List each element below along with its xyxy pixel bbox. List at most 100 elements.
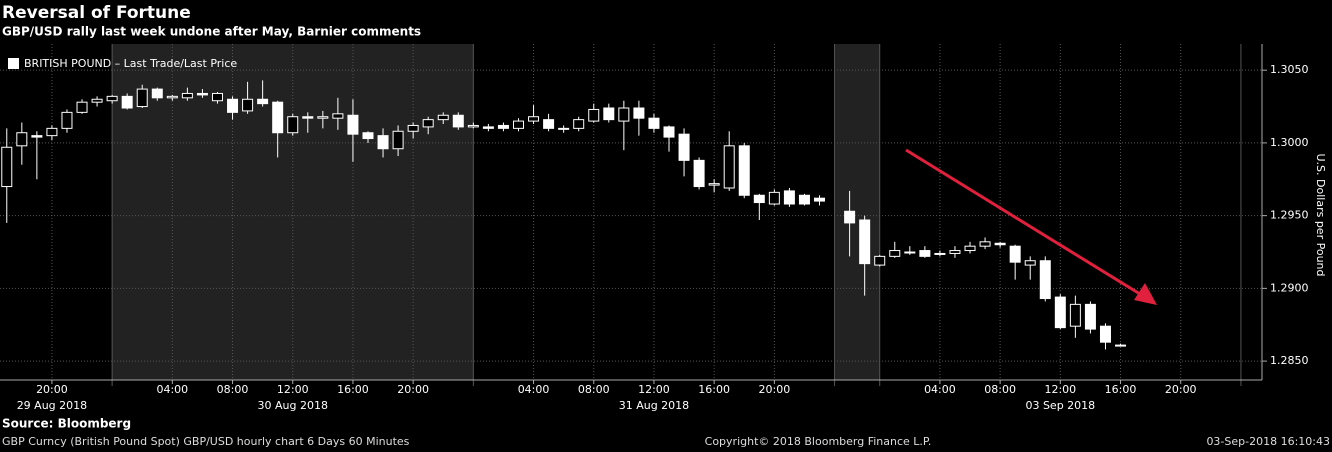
day-shade: [834, 44, 880, 380]
legend-label: BRITISH POUND – Last Trade/Last Price: [24, 57, 237, 70]
x-tick-label: 04:00: [156, 383, 188, 396]
candle-body: [558, 127, 570, 130]
candle-body: [633, 107, 645, 119]
x-tick-label: 20:00: [36, 383, 68, 396]
candle-body: [964, 245, 976, 252]
candle-body: [287, 116, 299, 134]
date-label: 30 Aug 2018: [258, 399, 328, 412]
candle-body: [497, 124, 509, 129]
candle-body: [588, 108, 600, 122]
candle-body: [798, 194, 810, 205]
x-tick-label: 12:00: [277, 383, 309, 396]
candle-body: [814, 197, 826, 202]
axes: 1.2850 1.2900 1.2950 1.3000 1.3050 20:00 04:00…: [0, 44, 1309, 412]
candle-body: [302, 116, 314, 119]
candle-body: [859, 219, 871, 265]
source: Source: Bloomberg: [2, 417, 131, 431]
candle-body: [934, 252, 946, 255]
footer-right: 03-Sep-2018 16:10:43: [1206, 435, 1330, 448]
x-tick-label: 12:00: [1044, 383, 1076, 396]
date-label: 03 Sep 2018: [1025, 399, 1095, 412]
candle-body: [528, 116, 540, 122]
candle-body: [136, 88, 148, 108]
candle-body: [994, 242, 1006, 246]
footer-left: GBP Curncy (British Pound Spot) GBP/USD …: [2, 435, 410, 448]
x-tick-label: 12:00: [638, 383, 670, 396]
candle-body: [227, 98, 239, 113]
candle-body: [512, 120, 524, 129]
candle-body: [422, 119, 434, 128]
candle-body: [1054, 296, 1066, 329]
x-tick-label: 16:00: [337, 383, 369, 396]
candle-body: [61, 111, 73, 129]
x-tick-label: 16:00: [1105, 383, 1137, 396]
candle-body: [347, 114, 359, 135]
y-tick-label: 1.2850: [1270, 354, 1309, 367]
candle-body: [949, 250, 961, 254]
candle-body: [377, 135, 389, 150]
x-tick-label: 08:00: [217, 383, 249, 396]
candle-body: [543, 119, 555, 129]
candle-body: [452, 114, 464, 128]
candle-body: [482, 126, 494, 129]
candle-body: [663, 126, 675, 138]
x-tick-label: 08:00: [578, 383, 610, 396]
x-tick-label: 08:00: [984, 383, 1016, 396]
candle-body: [874, 255, 886, 266]
candle-body: [904, 251, 916, 254]
candle-body: [603, 107, 615, 121]
candle-body: [1009, 245, 1021, 263]
candle-body: [211, 92, 223, 102]
candle-body: [618, 107, 630, 122]
candle-body: [272, 101, 284, 134]
candle-body: [106, 95, 118, 102]
candle-body: [16, 132, 28, 147]
x-tick-label: 16:00: [698, 383, 730, 396]
date-label: 29 Aug 2018: [17, 399, 87, 412]
candle-body: [1024, 260, 1036, 266]
candle-body: [738, 145, 750, 196]
y-tick-label: 1.3000: [1270, 136, 1309, 149]
candle-body: [768, 191, 780, 205]
candle-body: [196, 92, 208, 96]
candle-body: [362, 132, 374, 140]
candle-body: [166, 95, 178, 99]
candle-body: [332, 113, 344, 119]
y-tick-label: 1.2900: [1270, 281, 1309, 294]
chart-subtitle: GBP/USD rally last week undone after May…: [2, 25, 421, 39]
candle-body: [753, 194, 765, 204]
candle-body: [693, 159, 705, 188]
candle-body: [1069, 303, 1081, 327]
date-label: 31 Aug 2018: [619, 399, 689, 412]
candle-body: [1084, 303, 1096, 330]
x-tick-label: 04:00: [924, 383, 956, 396]
candle-body: [708, 183, 720, 186]
candle-body: [46, 127, 58, 137]
grid: [0, 44, 1262, 386]
candle-body: [31, 135, 43, 138]
x-tick-label: 20:00: [1165, 383, 1197, 396]
legend-swatch: [8, 58, 19, 69]
candle-body: [1039, 260, 1051, 300]
candle-body: [573, 119, 585, 129]
candle-body: [467, 124, 479, 128]
candle-body: [1, 146, 13, 188]
candle-body: [181, 92, 193, 99]
candle-body: [678, 133, 690, 161]
candle-body: [979, 241, 991, 247]
candle-body: [407, 124, 419, 132]
candle-body: [844, 210, 856, 224]
candle-body: [723, 145, 735, 189]
candle-body: [151, 88, 163, 99]
chart-title: Reversal of Fortune: [2, 3, 191, 23]
candle-body: [392, 130, 404, 150]
candle-body: [919, 250, 931, 257]
x-tick-label: 20:00: [759, 383, 791, 396]
x-tick-label: 04:00: [518, 383, 550, 396]
candle-body: [783, 190, 795, 205]
candle-body: [437, 114, 449, 121]
candles: [1, 80, 1127, 350]
candle-body: [1099, 325, 1111, 343]
candle-body: [889, 250, 901, 257]
